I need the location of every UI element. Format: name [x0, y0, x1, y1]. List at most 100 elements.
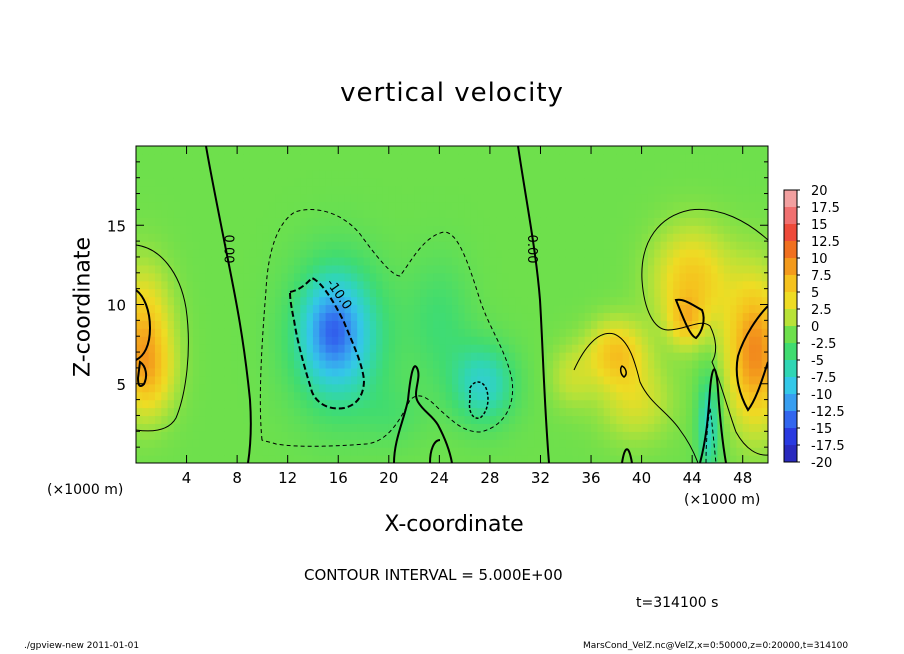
field-cell	[199, 439, 207, 448]
field-cell	[167, 328, 175, 337]
field-cell	[521, 161, 529, 171]
field-cell	[439, 447, 447, 456]
field-cell	[565, 201, 573, 210]
field-cell	[635, 225, 643, 234]
field-cell	[325, 423, 333, 432]
field-cell	[546, 407, 554, 417]
field-cell	[692, 249, 700, 258]
field-cell	[679, 280, 687, 290]
field-cell	[420, 383, 428, 393]
field-cell	[331, 312, 339, 321]
field-cell	[521, 367, 529, 377]
field-cell	[616, 185, 624, 195]
field-cell	[180, 153, 188, 163]
field-cell	[426, 193, 434, 203]
field-cell	[294, 431, 301, 440]
field-cell	[666, 367, 674, 377]
field-cell	[761, 177, 768, 187]
field-cell	[161, 249, 169, 258]
field-cell	[439, 455, 447, 463]
field-cell	[357, 391, 365, 401]
field-cell	[761, 415, 768, 424]
field-cell	[616, 383, 624, 393]
field-cell	[199, 256, 207, 266]
field-cell	[673, 415, 681, 424]
field-cell	[401, 185, 409, 195]
field-cell	[641, 264, 649, 274]
field-cell	[300, 439, 308, 448]
field-cell	[534, 407, 542, 417]
field-cell	[243, 288, 251, 298]
field-cell	[199, 288, 207, 298]
field-cell	[173, 272, 181, 282]
field-cell	[730, 415, 737, 424]
field-cell	[591, 217, 598, 226]
field-cell	[363, 264, 371, 274]
field-cell	[565, 375, 573, 385]
field-cell	[230, 320, 238, 329]
field-cell	[483, 296, 491, 306]
field-cell	[749, 383, 756, 393]
field-cell	[294, 447, 301, 456]
field-cell	[401, 264, 409, 274]
field-cell	[224, 217, 232, 226]
field-cell	[622, 209, 630, 218]
field-cell	[565, 304, 573, 314]
field-cell	[635, 391, 643, 401]
field-cell	[420, 455, 428, 463]
field-cell	[540, 209, 548, 218]
field-cell	[382, 249, 390, 258]
field-cell	[218, 399, 226, 409]
field-cell	[237, 344, 245, 353]
field-cell	[610, 431, 617, 440]
field-cell	[211, 249, 219, 258]
field-cell	[262, 352, 270, 361]
field-cell	[312, 367, 320, 377]
field-cell	[685, 161, 693, 171]
field-cell	[388, 439, 396, 448]
field-cell	[704, 225, 712, 234]
field-cell	[180, 352, 188, 361]
field-cell	[192, 241, 200, 250]
field-cell	[192, 146, 200, 155]
field-cell	[344, 447, 352, 456]
field-cell	[591, 320, 598, 329]
field-cell	[344, 201, 352, 210]
field-cell	[692, 431, 700, 440]
field-cell	[584, 423, 592, 432]
field-cell	[559, 328, 567, 337]
field-cell	[395, 233, 403, 242]
field-cell	[685, 193, 693, 203]
field-cell	[603, 264, 611, 274]
field-cell	[331, 304, 339, 314]
field-cell	[458, 336, 466, 345]
field-cell	[572, 201, 579, 210]
field-cell	[136, 264, 143, 274]
field-cell	[458, 272, 466, 282]
field-cell	[205, 280, 213, 290]
field-cell	[502, 288, 510, 298]
field-cell	[357, 225, 365, 234]
field-cell	[616, 399, 624, 409]
field-cell	[161, 233, 169, 242]
field-cell	[553, 241, 561, 250]
field-cell	[477, 359, 485, 369]
field-cell	[534, 185, 542, 195]
field-cell	[711, 249, 719, 258]
field-cell	[148, 201, 156, 210]
field-cell	[452, 383, 459, 393]
field-cell	[749, 146, 756, 155]
field-cell	[325, 217, 333, 226]
field-cell	[458, 280, 466, 290]
field-cell	[698, 423, 706, 432]
field-cell	[325, 447, 333, 456]
field-cell	[679, 320, 687, 329]
field-cell	[268, 288, 276, 298]
field-cell	[610, 161, 617, 171]
field-cell	[262, 431, 270, 440]
field-cell	[616, 407, 624, 417]
field-cell	[243, 391, 251, 401]
field-cell	[578, 185, 586, 195]
field-cell	[376, 209, 384, 218]
field-cell	[654, 415, 662, 424]
